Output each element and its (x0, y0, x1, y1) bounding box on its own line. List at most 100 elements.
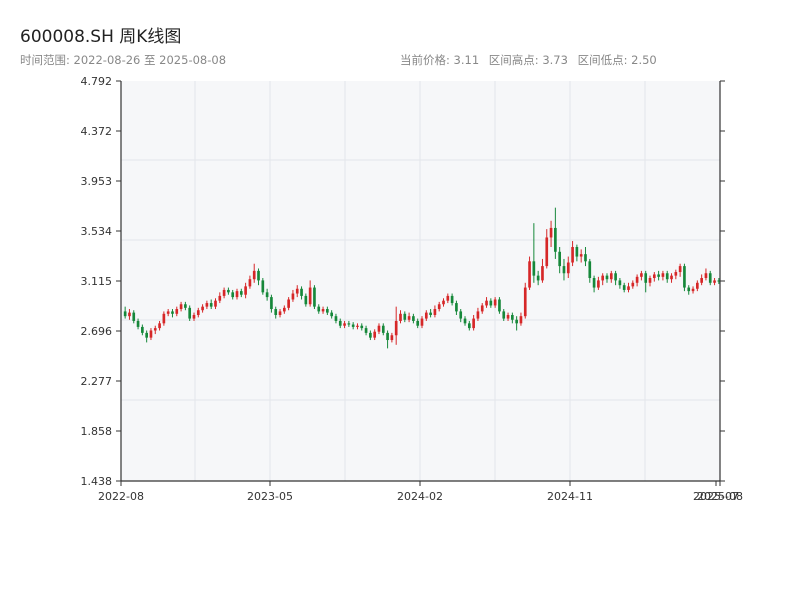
candle-body (313, 287, 316, 307)
candle-body (515, 319, 518, 324)
candle-body (528, 261, 531, 288)
candle-body (442, 300, 445, 305)
candle-body (128, 312, 131, 317)
candle (407, 312, 411, 323)
candle (545, 229, 549, 269)
candle-body (601, 275, 605, 281)
y-tick-label: 1.858 (81, 425, 113, 438)
candle (433, 305, 437, 318)
candle (360, 323, 364, 331)
candle (584, 247, 587, 267)
candle-body (192, 314, 196, 319)
candle (446, 293, 450, 304)
candle-body (708, 273, 712, 283)
candle-body (274, 309, 278, 315)
candle (506, 312, 510, 321)
candle (274, 306, 278, 319)
candle (162, 311, 166, 326)
candle (145, 330, 148, 343)
candle-body (153, 328, 157, 331)
candle (252, 263, 256, 283)
candle (377, 323, 381, 335)
x-tick-label: 2025-08 (697, 490, 743, 503)
candle-body (171, 311, 174, 314)
candle (713, 278, 716, 286)
candle (282, 305, 286, 314)
candle (295, 285, 299, 298)
candle (528, 256, 531, 290)
candle-body (399, 313, 402, 321)
candle (231, 289, 235, 300)
candle-body (300, 288, 303, 296)
x-tick-label: 2025-07 (693, 490, 739, 503)
candle (687, 285, 691, 295)
candle (597, 276, 600, 290)
candle-body (201, 306, 204, 311)
candle (209, 299, 213, 310)
candle-body (489, 300, 493, 306)
candle-body (123, 311, 127, 317)
candle (644, 270, 648, 293)
chart-title: 600008.SH 周K线图 (20, 27, 182, 47)
candle (265, 288, 269, 301)
candle (463, 316, 467, 326)
candle (188, 305, 192, 321)
candle (665, 270, 669, 283)
candle-body (627, 286, 630, 290)
candle-body (287, 299, 290, 308)
candle (424, 310, 428, 321)
candle-body (670, 275, 673, 280)
candle-body (347, 323, 351, 325)
candle-body (239, 291, 243, 295)
candle (227, 287, 230, 295)
candle-body (360, 325, 364, 329)
candle (622, 282, 626, 293)
candle-body (704, 273, 708, 279)
candle-body (433, 309, 437, 315)
candle (678, 263, 682, 277)
candle (300, 286, 303, 300)
candle (347, 320, 351, 327)
candle-body (536, 275, 540, 281)
candle (519, 312, 523, 326)
y-tick-label: 4.372 (81, 125, 113, 138)
candle (166, 309, 170, 317)
candle-body (592, 278, 596, 288)
candle-body (317, 306, 321, 312)
candle-body (252, 270, 256, 280)
candle (493, 297, 497, 308)
candle (214, 298, 217, 310)
x-tick-label: 2022-08 (98, 490, 144, 503)
y-tick-label: 3.534 (81, 225, 113, 238)
candle (691, 286, 695, 294)
candle-body (403, 313, 407, 320)
candle (128, 309, 131, 320)
candle-body (420, 318, 424, 326)
candle-body (640, 273, 643, 277)
candle-body (145, 332, 148, 338)
candle-body (545, 237, 549, 267)
candle-body (235, 291, 239, 298)
candle (321, 306, 325, 314)
candle (334, 313, 338, 324)
candle (403, 311, 407, 323)
candle-body (631, 282, 635, 287)
candle (257, 268, 260, 286)
candle (141, 324, 144, 336)
candle-body (416, 320, 420, 326)
current-price: 当前价格: 3.11 (400, 53, 480, 67)
candle (579, 249, 583, 263)
candle-body (149, 330, 153, 338)
candle-body (278, 311, 282, 315)
candle (317, 304, 321, 314)
candle (592, 275, 596, 293)
candle (343, 320, 346, 329)
candle-body (437, 304, 441, 310)
candle (369, 330, 372, 341)
x-tick-label: 2023-05 (247, 490, 293, 503)
y-tick-label: 2.696 (81, 325, 113, 338)
candle-body (614, 273, 617, 281)
candle (136, 318, 140, 330)
candle (717, 278, 721, 284)
